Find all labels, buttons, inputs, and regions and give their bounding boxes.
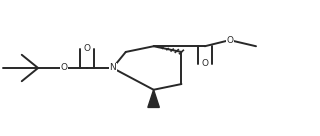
Text: O: O [84,44,91,53]
Text: O: O [60,64,68,72]
Text: O: O [226,36,233,45]
Polygon shape [148,90,159,107]
Text: N: N [109,64,116,72]
Text: O: O [201,59,208,68]
